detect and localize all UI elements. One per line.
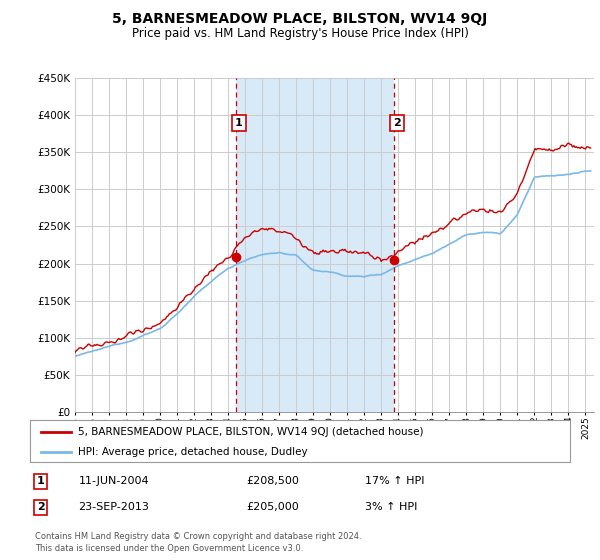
Text: 5, BARNESMEADOW PLACE, BILSTON, WV14 9QJ (detached house): 5, BARNESMEADOW PLACE, BILSTON, WV14 9QJ… [77, 427, 423, 437]
Text: 1: 1 [37, 477, 44, 487]
Text: 5, BARNESMEADOW PLACE, BILSTON, WV14 9QJ: 5, BARNESMEADOW PLACE, BILSTON, WV14 9QJ [112, 12, 488, 26]
Text: 23-SEP-2013: 23-SEP-2013 [79, 502, 149, 512]
Text: £205,000: £205,000 [246, 502, 299, 512]
Text: 17% ↑ HPI: 17% ↑ HPI [365, 477, 424, 487]
Text: £208,500: £208,500 [246, 477, 299, 487]
Text: 2: 2 [37, 502, 44, 512]
Text: Contains HM Land Registry data © Crown copyright and database right 2024.
This d: Contains HM Land Registry data © Crown c… [35, 531, 362, 553]
Bar [236, 78, 394, 412]
Text: 3% ↑ HPI: 3% ↑ HPI [365, 502, 417, 512]
Text: 11-JUN-2004: 11-JUN-2004 [79, 477, 149, 487]
Text: Price paid vs. HM Land Registry's House Price Index (HPI): Price paid vs. HM Land Registry's House … [131, 27, 469, 40]
Text: 2: 2 [393, 118, 401, 128]
Text: 1: 1 [235, 118, 243, 128]
Text: HPI: Average price, detached house, Dudley: HPI: Average price, detached house, Dudl… [77, 447, 307, 457]
